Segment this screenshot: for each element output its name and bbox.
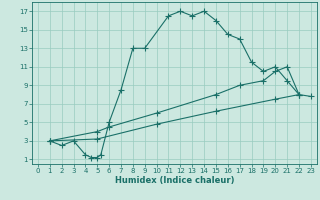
- X-axis label: Humidex (Indice chaleur): Humidex (Indice chaleur): [115, 176, 234, 185]
